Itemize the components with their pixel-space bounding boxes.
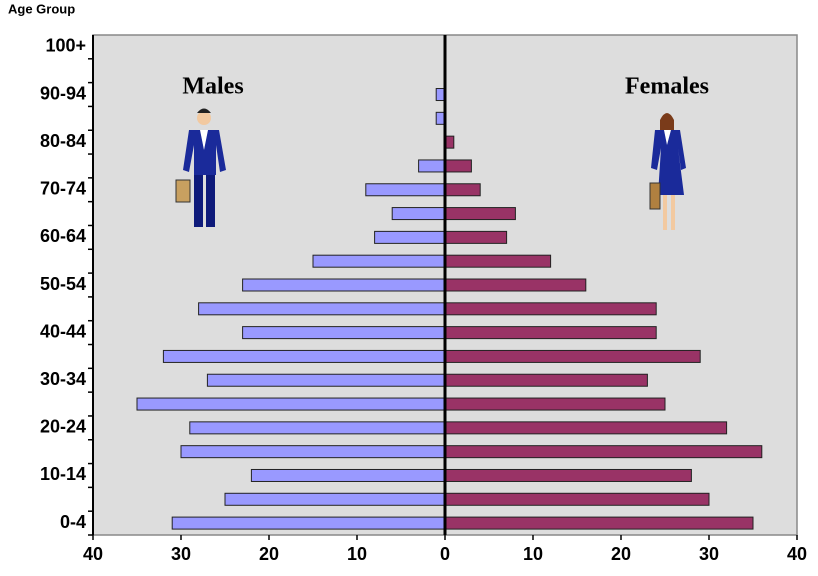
x-tick-label: 20 xyxy=(611,544,631,564)
bar xyxy=(189,421,446,435)
x-tick-label: 20 xyxy=(259,544,279,564)
x-tick-label: 30 xyxy=(699,544,719,564)
bar xyxy=(312,254,446,268)
y-tick-label: 80-84 xyxy=(40,131,86,151)
bar xyxy=(374,230,446,244)
legend-label: Males xyxy=(182,74,243,100)
y-tick-label: 30-34 xyxy=(40,369,86,389)
bar xyxy=(391,207,446,221)
bar xyxy=(444,326,657,340)
axis-title: Age Group xyxy=(8,1,75,16)
bar xyxy=(444,207,516,221)
bar xyxy=(171,516,446,530)
y-tick-label: 0-4 xyxy=(60,512,86,532)
bar xyxy=(444,159,472,173)
x-tick-label: 40 xyxy=(83,544,103,564)
male-icon xyxy=(175,108,226,227)
female-icon xyxy=(649,113,686,230)
x-tick-label: 10 xyxy=(347,544,367,564)
bar xyxy=(444,373,648,387)
bar xyxy=(444,492,710,506)
bar xyxy=(198,302,446,316)
bar xyxy=(162,349,446,363)
x-tick-label: 40 xyxy=(787,544,807,564)
bar xyxy=(444,302,657,316)
x-tick-label: 30 xyxy=(171,544,191,564)
bar xyxy=(444,230,508,244)
bar xyxy=(444,397,666,411)
y-tick-label: 60-64 xyxy=(40,226,86,246)
y-tick-label: 90-94 xyxy=(40,83,86,103)
bar xyxy=(136,397,446,411)
bar xyxy=(242,326,446,340)
bar xyxy=(224,492,446,506)
bar xyxy=(180,445,446,459)
bar xyxy=(444,278,587,292)
bar xyxy=(444,421,728,435)
bar xyxy=(206,373,446,387)
bar xyxy=(444,349,701,363)
bar xyxy=(250,468,446,482)
y-tick-label: 70-74 xyxy=(40,179,86,199)
bar xyxy=(365,183,446,197)
bar xyxy=(444,445,763,459)
x-tick-label: 0 xyxy=(440,544,450,564)
y-tick-label: 10-14 xyxy=(40,464,86,484)
bar xyxy=(418,159,446,173)
bar xyxy=(444,183,481,197)
y-tick-label: 100+ xyxy=(45,36,86,56)
bar xyxy=(444,254,552,268)
bar xyxy=(242,278,446,292)
y-tick-label: 40-44 xyxy=(40,321,86,341)
bar xyxy=(444,516,754,530)
y-tick-label: 20-24 xyxy=(40,417,86,437)
y-tick-label: 50-54 xyxy=(40,274,86,294)
x-tick-label: 10 xyxy=(523,544,543,564)
legend-label: Females xyxy=(625,74,709,100)
bar xyxy=(444,468,692,482)
